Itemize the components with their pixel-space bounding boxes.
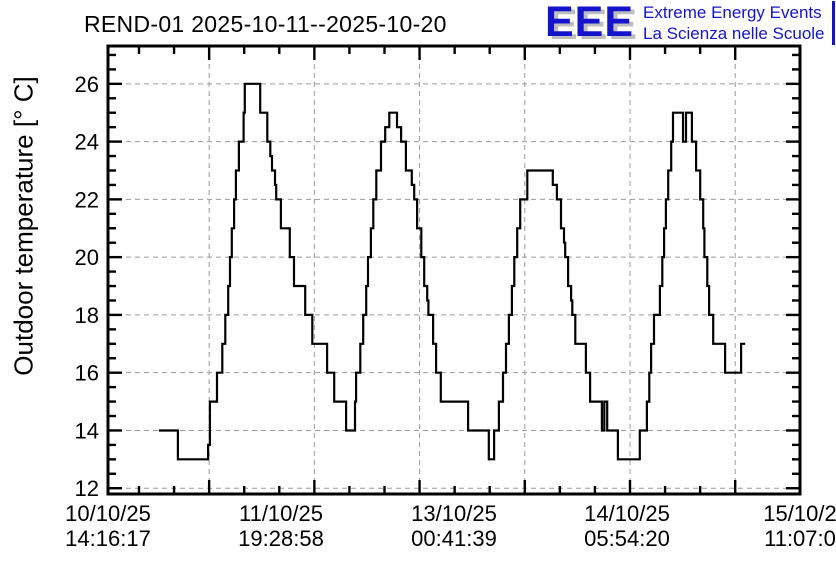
eee-logo-line1: Extreme Energy Events <box>643 3 822 22</box>
svg-text:24: 24 <box>75 130 99 155</box>
eee-logo: EEE Extreme Energy Events La Scienza nel… <box>545 1 836 46</box>
svg-text:18: 18 <box>75 303 99 328</box>
svg-text:22: 22 <box>75 187 99 212</box>
svg-text:11:07:0: 11:07:0 <box>764 526 836 551</box>
svg-text:14/10/25: 14/10/25 <box>584 501 670 526</box>
axis-ticks <box>108 46 800 494</box>
svg-text:14:16:17: 14:16:17 <box>65 526 151 551</box>
svg-text:12: 12 <box>75 476 99 501</box>
svg-text:19:28:58: 19:28:58 <box>238 526 324 551</box>
svg-text:11/10/25: 11/10/25 <box>239 501 323 526</box>
svg-text:14: 14 <box>75 418 99 443</box>
svg-text:15/10/2: 15/10/2 <box>763 501 836 526</box>
plot-frame <box>106 44 802 496</box>
eee-logo-acronym: EEE <box>545 0 635 46</box>
svg-text:13/10/25: 13/10/25 <box>411 501 497 526</box>
eee-logo-text: Extreme Energy Events La Scienza nelle S… <box>643 2 824 44</box>
svg-text:10/10/25: 10/10/25 <box>65 501 151 526</box>
gridlines <box>108 46 800 494</box>
eee-logo-right-border <box>832 1 835 45</box>
svg-text:05:54:20: 05:54:20 <box>584 526 670 551</box>
svg-text:16: 16 <box>75 361 99 386</box>
svg-text:20: 20 <box>75 245 99 270</box>
svg-text:00:41:39: 00:41:39 <box>411 526 497 551</box>
svg-text:26: 26 <box>75 72 99 97</box>
chart-title: REND-01 2025-10-11--2025-10-20 <box>84 11 447 37</box>
eee-logo-line2: La Scienza nelle Scuole <box>643 24 825 43</box>
temperature-series <box>158 82 746 461</box>
